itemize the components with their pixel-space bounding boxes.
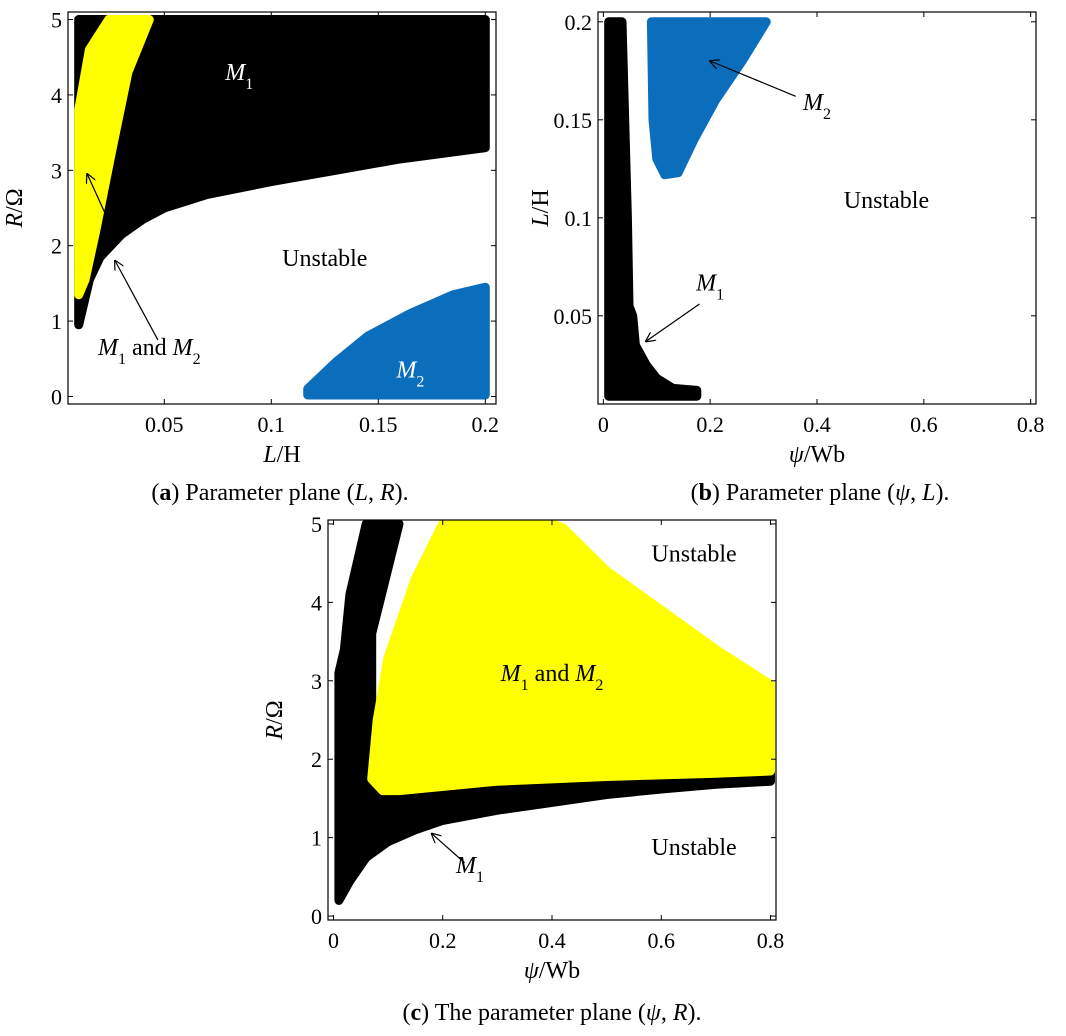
panel-caption: (b) Parameter plane (ψ, L).	[691, 480, 950, 506]
region-m1	[334, 520, 775, 905]
x-tick-label: 0.6	[910, 412, 938, 437]
y-tick-label: 0	[51, 384, 62, 409]
region-annotation: M1 and M2	[97, 335, 201, 368]
x-tick-label: 0	[598, 412, 609, 437]
region-annotation: M1	[455, 853, 484, 886]
region-annotation: Unstable	[651, 542, 736, 568]
y-tick-label: 2	[51, 234, 62, 259]
y-tick-label: 0	[311, 904, 322, 929]
y-tick-label: 0.1	[565, 206, 593, 231]
y-tick-label: 5	[311, 512, 322, 537]
x-tick-label: 0.05	[145, 412, 184, 437]
y-tick-label: 1	[311, 826, 322, 851]
plot-frame	[67, 11, 497, 405]
region-m1	[74, 15, 490, 330]
y-tick-label: 0.05	[554, 304, 593, 329]
annotation-arrow	[646, 303, 700, 341]
annotation-arrow	[710, 61, 796, 97]
region-m2	[303, 282, 490, 400]
x-axis-label: ψ/Wb	[524, 958, 580, 984]
panel-caption: (c) The parameter plane (ψ, R).	[402, 1000, 701, 1026]
panel-b: 0 0.2 0.4 0.6 0.8 0.05 0.1 0.15 0.2 ψ/Wb L/H M2 Unst…	[528, 10, 1044, 506]
panel-a: 0.05 0.1 0.15 0.2 0 1 2 3 4 5 L/H R/Ω M1 Unstable M1 a…	[2, 8, 499, 506]
y-tick-label: 1	[51, 309, 62, 334]
regions-b	[604, 17, 771, 401]
annotation-arrow	[115, 261, 159, 341]
x-axis-label: L/H	[262, 442, 300, 468]
y-tick-label: 3	[311, 669, 322, 694]
annotation-arrow	[432, 834, 465, 864]
regions-c	[334, 520, 775, 905]
x-tick-label: 0.8	[757, 928, 785, 953]
y-axis-label: L/H	[528, 189, 554, 227]
x-tick-label: 0.8	[1017, 412, 1045, 437]
x-tick-label: 0	[328, 928, 339, 953]
y-axis-label: R/Ω	[262, 700, 288, 740]
x-tick-label: 0.4	[803, 412, 831, 437]
y-tick-label: 4	[51, 83, 62, 108]
panel-c: 0 0.2 0.4 0.6 0.8 0 1 2 3 4 5 ψ/Wb R/Ω Unstable M1 and…	[262, 512, 784, 1026]
region-annotation: Unstable	[282, 246, 367, 272]
region-annotation: M1	[224, 60, 253, 93]
annotation-arrow	[87, 174, 105, 213]
region-annotation: M2	[802, 90, 831, 123]
x-tick-label: 0.6	[648, 928, 676, 953]
y-tick-label: 2	[311, 747, 322, 772]
region-annotation: M1 and M2	[500, 661, 604, 694]
y-tick-label: 3	[51, 158, 62, 183]
region-m1-and-m2	[74, 15, 154, 300]
y-tick-label: 4	[311, 590, 322, 615]
x-tick-label: 0.4	[538, 928, 566, 953]
x-tick-label: 0.1	[258, 412, 286, 437]
panel-caption: (a) Parameter plane (L, R).	[151, 480, 408, 506]
region-m1-and-m2	[367, 520, 775, 796]
x-tick-label: 0.15	[359, 412, 398, 437]
y-tick-label: 0.2	[565, 10, 593, 35]
region-m1	[604, 17, 702, 401]
x-tick-label: 0.2	[429, 928, 457, 953]
regions-a	[74, 15, 490, 400]
y-axis-label: R/Ω	[2, 188, 28, 228]
x-axis-label: ψ/Wb	[789, 442, 845, 468]
region-annotation: Unstable	[844, 188, 929, 214]
y-tick-label: 5	[51, 8, 62, 33]
x-tick-label: 0.2	[696, 412, 724, 437]
region-annotation: M1	[695, 270, 724, 303]
region-annotation: Unstable	[651, 835, 736, 861]
region-m2	[646, 17, 771, 180]
x-tick-label: 0.2	[472, 412, 500, 437]
y-tick-label: 0.15	[554, 108, 593, 133]
region-annotation: M2	[395, 358, 424, 391]
